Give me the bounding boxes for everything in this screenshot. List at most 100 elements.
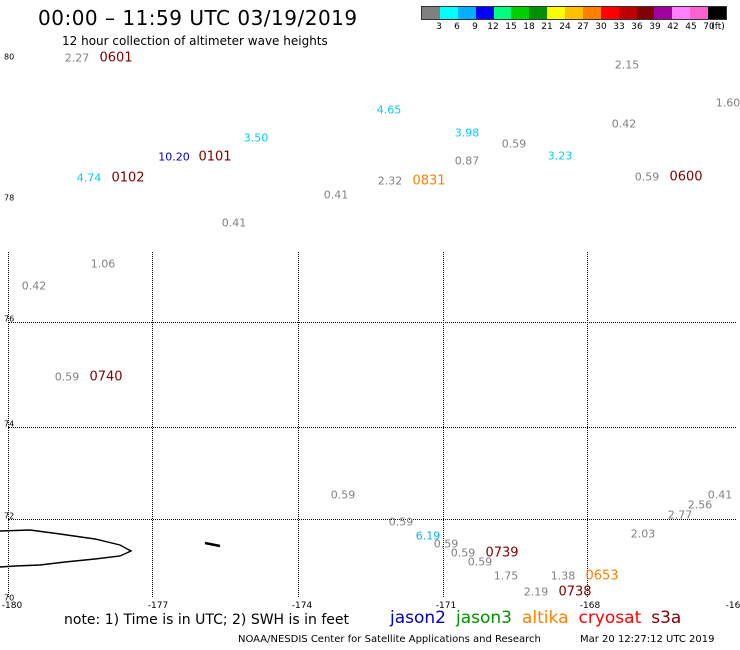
pass-time-label: 0102 [111, 170, 145, 186]
legend-label: 27 [577, 22, 589, 32]
wave-height-value: 2.19 [523, 585, 549, 599]
legend-swatch [493, 7, 512, 19]
parallel-gridline [8, 427, 736, 428]
legend-label: 9 [472, 22, 478, 32]
latitude-label: 74 [4, 419, 15, 429]
legend-swatch [439, 7, 458, 19]
legend-label: 42 [667, 22, 679, 32]
legend-swatch [547, 7, 565, 19]
wave-height-value: 0.41 [221, 216, 247, 230]
wave-height-value: 1.06 [90, 257, 116, 271]
legend-swatch [511, 7, 530, 19]
color-scale-legend: 3 6 9 12 15 18 21 24 27 30 33 36 39 42 45 70 (ft) [421, 6, 727, 34]
longitude-label: -180 [1, 601, 23, 611]
legend-label: 15 [505, 22, 517, 32]
pass-time-label: 0831 [412, 173, 446, 189]
wave-height-value: 4.74 [76, 171, 102, 185]
latitude-label: 72 [4, 511, 15, 521]
satellite-name-jason2: jason2 [390, 608, 446, 628]
wave-height-value: 4.65 [376, 103, 402, 117]
wave-height-value: 1.60 [715, 96, 740, 110]
legend-swatches [421, 6, 727, 20]
wave-height-value: 0.87 [454, 154, 480, 168]
longitude-label: -16 [725, 601, 740, 611]
legend-labels: 3 6 9 12 15 18 21 24 27 30 33 36 39 42 45 70 (ft) [421, 20, 727, 34]
wave-height-value: 0.59 [54, 370, 80, 384]
legend-swatch [600, 7, 619, 19]
pass-time-label: 0653 [585, 568, 619, 584]
wave-height-value: 2.32 [377, 174, 403, 188]
latitude-label: 70 [4, 593, 15, 603]
legend-label: (ft) [711, 22, 725, 32]
legend-swatch [708, 7, 726, 19]
legend-label: 36 [631, 22, 643, 32]
wave-height-value: 0.59 [433, 537, 459, 551]
legend-swatch [475, 7, 494, 19]
parallel-gridline [8, 519, 736, 520]
wave-height-value: 0.59 [450, 546, 476, 560]
pass-time-label: 0600 [669, 169, 703, 185]
legend-swatch [618, 7, 637, 19]
wave-height-value: 0.59 [388, 515, 414, 529]
wave-height-value: 6.19 [415, 529, 441, 543]
chart-subtitle: 12 hour collection of altimeter wave hei… [62, 34, 328, 48]
meridian-gridline [587, 252, 588, 597]
wave-height-value: 10.20 [158, 150, 190, 164]
legend-label: 33 [613, 22, 625, 32]
legend-swatch [582, 7, 601, 19]
wave-height-value: 1.38 [550, 569, 576, 583]
pass-time-label: 0739 [485, 545, 519, 561]
wave-height-value: 1.75 [493, 569, 519, 583]
longitude-label: -177 [147, 601, 169, 611]
satellite-name-s3a: s3a [651, 608, 682, 628]
legend-swatch [654, 7, 673, 19]
legend-swatch [636, 7, 655, 19]
wave-height-value: 0.59 [634, 170, 660, 184]
wave-height-value: 3.98 [454, 126, 480, 140]
longitude-label: -174 [291, 601, 313, 611]
wave-height-value: 2.15 [614, 58, 640, 72]
legend-swatch [672, 7, 691, 19]
wave-height-value: 3.50 [243, 131, 269, 145]
meridian-gridline [443, 252, 444, 597]
meridian-gridline [152, 252, 153, 597]
satellite-name-altika: altika [522, 608, 569, 628]
wave-height-value: 0.41 [323, 188, 349, 202]
meridian-gridline [8, 252, 9, 597]
credit-line: NOAA/NESDIS Center for Satellite Applica… [238, 634, 541, 645]
footnote: note: 1) Time is in UTC; 2) SWH is in fe… [64, 612, 350, 628]
legend-label: 70 [703, 22, 715, 32]
wave-height-value: 0.42 [611, 117, 637, 131]
wave-height-value: 0.41 [707, 488, 733, 502]
longitude-label: -171 [435, 601, 457, 611]
latitude-label: 76 [4, 314, 15, 324]
pass-time-label: 0738 [558, 584, 592, 600]
wave-height-value: 3.23 [547, 149, 573, 163]
latitude-label: 80 [4, 52, 15, 62]
legend-label: 39 [649, 22, 661, 32]
landmass-outline [0, 529, 133, 568]
legend-swatch [422, 7, 440, 19]
legend-swatch [457, 7, 476, 19]
legend-swatch [529, 7, 548, 19]
wave-height-value: 2.77 [667, 508, 693, 522]
meridian-gridline [298, 252, 299, 597]
pass-time-label: 0601 [99, 50, 133, 66]
wave-height-value: 2.03 [630, 527, 656, 541]
pass-time-label: 0740 [89, 369, 123, 385]
wave-height-value: 2.56 [687, 498, 713, 512]
latitude-label: 78 [4, 193, 15, 203]
legend-label: 12 [487, 22, 499, 32]
wave-height-value: 0.59 [330, 488, 356, 502]
satellite-key: jason2 jason3 altika cryosat s3a [390, 608, 691, 628]
satellite-name-cryosat: cryosat [578, 608, 642, 628]
generated-timestamp: Mar 20 12:27:12 UTC 2019 [580, 634, 715, 645]
wave-height-value: 0.59 [501, 137, 527, 151]
chart-title: 00:00 – 11:59 UTC 03/19/2019 [38, 6, 358, 30]
pass-time-label: 0101 [198, 149, 232, 165]
legend-label: 24 [559, 22, 571, 32]
satellite-name-jason3: jason3 [456, 608, 512, 628]
legend-swatch [690, 7, 708, 19]
legend-label: 3 [436, 22, 442, 32]
legend-label: 45 [685, 22, 697, 32]
